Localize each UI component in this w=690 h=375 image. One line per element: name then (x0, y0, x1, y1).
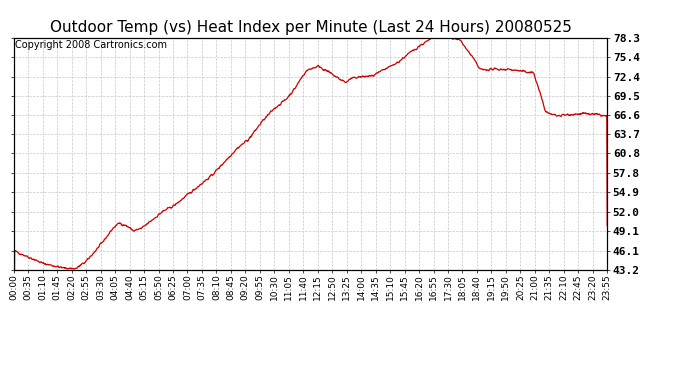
Title: Outdoor Temp (vs) Heat Index per Minute (Last 24 Hours) 20080525: Outdoor Temp (vs) Heat Index per Minute … (50, 20, 571, 35)
Text: Copyright 2008 Cartronics.com: Copyright 2008 Cartronics.com (15, 40, 167, 50)
